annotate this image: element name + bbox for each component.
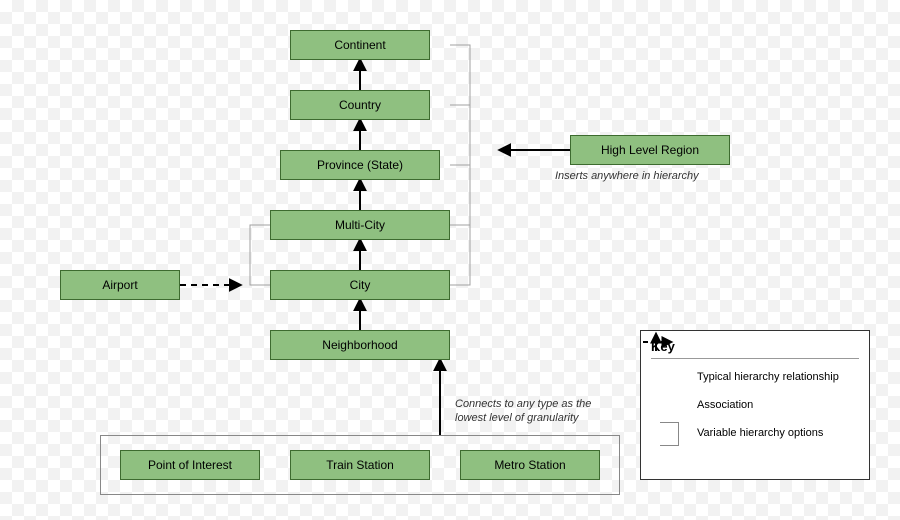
node-city: City [270, 270, 450, 300]
node-train: Train Station [290, 450, 430, 480]
key-box: Key Typical hierarchy relationship Associa… [640, 330, 870, 480]
node-label-metro: Metro Station [494, 458, 565, 472]
node-label-country: Country [339, 98, 381, 112]
node-country: Country [290, 90, 430, 120]
key-symbol-arrow [651, 367, 687, 389]
node-label-highregion: High Level Region [601, 143, 699, 157]
caption-text-high_region: Inserts anywhere in hierarchy [555, 170, 699, 182]
node-label-poi: Point of Interest [148, 458, 232, 472]
node-neighborhood: Neighborhood [270, 330, 450, 360]
node-label-province: Province (State) [317, 158, 403, 172]
key-symbol-bracket [651, 423, 687, 445]
caption-text-lowest: Connects to any type as the lowest level… [455, 398, 591, 424]
node-metro: Metro Station [460, 450, 600, 480]
key-row-arrow: Typical hierarchy relationship [651, 367, 859, 389]
left-bracket [250, 225, 270, 285]
node-airport: Airport [60, 270, 180, 300]
caption-high_region: Inserts anywhere in hierarchy [555, 170, 699, 184]
key-row-dashed: Association [651, 395, 859, 417]
node-poi: Point of Interest [120, 450, 260, 480]
node-province: Province (State) [280, 150, 440, 180]
node-label-multicity: Multi-City [335, 218, 385, 232]
node-continent: Continent [290, 30, 430, 60]
node-label-neighborhood: Neighborhood [322, 338, 397, 352]
caption-lowest: Connects to any type as the lowest level… [455, 398, 591, 426]
node-label-train: Train Station [326, 458, 394, 472]
key-label-arrow: Typical hierarchy relationship [697, 371, 839, 384]
key-label-dashed: Association [697, 399, 753, 412]
node-label-airport: Airport [102, 278, 137, 292]
node-label-city: City [350, 278, 371, 292]
key-label-bracket: Variable hierarchy options [697, 427, 823, 440]
key-title: Key [651, 339, 859, 359]
key-row-bracket: Variable hierarchy options [651, 423, 859, 445]
node-highregion: High Level Region [570, 135, 730, 165]
node-label-continent: Continent [334, 38, 385, 52]
key-symbol-dashed [651, 395, 687, 417]
node-multicity: Multi-City [270, 210, 450, 240]
